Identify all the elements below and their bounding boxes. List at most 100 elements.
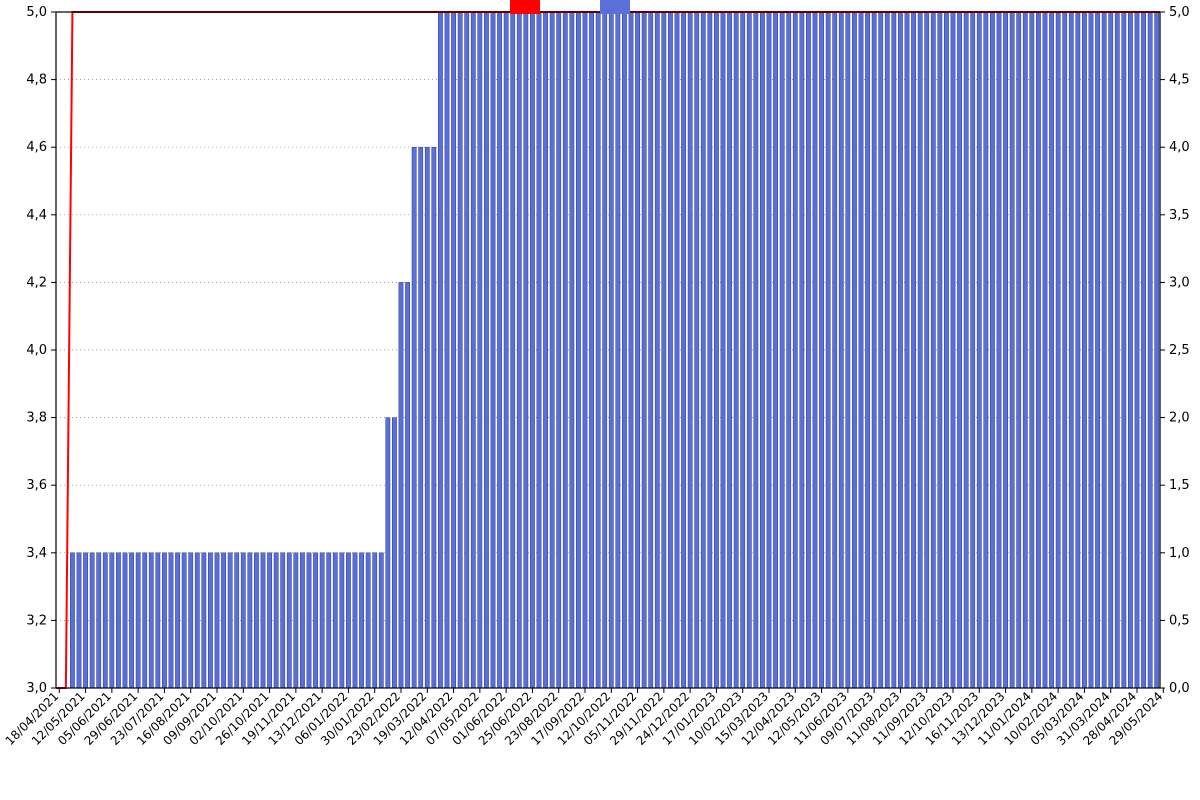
- bar: [622, 12, 626, 688]
- bar: [951, 12, 955, 688]
- bar: [70, 553, 74, 688]
- bar: [708, 12, 712, 688]
- bar: [478, 12, 482, 688]
- bar: [655, 12, 659, 688]
- bar: [504, 12, 508, 688]
- bar: [97, 553, 101, 688]
- bar: [471, 12, 475, 688]
- bar: [465, 12, 469, 688]
- bar: [793, 12, 797, 688]
- bar: [819, 12, 823, 688]
- bar: [846, 12, 850, 688]
- bar: [642, 12, 646, 688]
- bar: [734, 12, 738, 688]
- ytick-label-right: 0,5: [1169, 613, 1190, 628]
- bar: [405, 282, 409, 688]
- bar: [445, 12, 449, 688]
- bar: [1148, 12, 1152, 688]
- bar: [1128, 12, 1132, 688]
- ytick-label-left: 4,6: [26, 140, 47, 155]
- ytick-label-left: 5,0: [26, 5, 47, 20]
- bar: [484, 12, 488, 688]
- bar: [320, 553, 324, 688]
- bar: [925, 12, 929, 688]
- bar: [1003, 12, 1007, 688]
- bar: [267, 553, 271, 688]
- ytick-label-right: 4,5: [1169, 73, 1190, 88]
- bar: [1141, 12, 1145, 688]
- bar: [419, 147, 423, 688]
- bar: [208, 553, 212, 688]
- bar: [681, 12, 685, 688]
- bar: [215, 553, 219, 688]
- bar: [346, 553, 350, 688]
- bar: [971, 12, 975, 688]
- bar: [879, 12, 883, 688]
- bar: [635, 12, 639, 688]
- bar: [1122, 12, 1126, 688]
- ytick-label-left: 4,0: [26, 343, 47, 358]
- legend-swatch: [600, 0, 630, 14]
- bar: [90, 553, 94, 688]
- ytick-label-right: 0,0: [1169, 681, 1190, 696]
- bar: [780, 12, 784, 688]
- bar: [386, 418, 390, 688]
- bar: [1030, 12, 1034, 688]
- bar: [550, 12, 554, 688]
- bar: [235, 553, 239, 688]
- bar: [379, 553, 383, 688]
- bar: [944, 12, 948, 688]
- bar: [714, 12, 718, 688]
- bar: [392, 418, 396, 688]
- bar: [353, 553, 357, 688]
- dual-axis-bar-line-chart: 3,03,23,43,63,84,04,24,44,64,85,00,00,51…: [0, 0, 1200, 800]
- bar: [399, 282, 403, 688]
- bar: [149, 553, 153, 688]
- ytick-label-left: 3,0: [26, 681, 47, 696]
- bar: [957, 12, 961, 688]
- bar: [162, 553, 166, 688]
- bar: [169, 553, 173, 688]
- bar: [1102, 12, 1106, 688]
- bar: [274, 553, 278, 688]
- bar: [175, 553, 179, 688]
- bar: [589, 12, 593, 688]
- bar: [156, 553, 160, 688]
- bar: [688, 12, 692, 688]
- bar: [425, 147, 429, 688]
- bar: [458, 12, 462, 688]
- bar: [741, 12, 745, 688]
- ytick-label-right: 5,0: [1169, 5, 1190, 20]
- bar: [911, 12, 915, 688]
- bar: [649, 12, 653, 688]
- bar: [892, 12, 896, 688]
- bar: [747, 12, 751, 688]
- bar: [77, 553, 81, 688]
- bar: [1076, 12, 1080, 688]
- bar: [885, 12, 889, 688]
- bar: [583, 12, 587, 688]
- bar: [813, 12, 817, 688]
- bar: [721, 12, 725, 688]
- bar: [1115, 12, 1119, 688]
- bar: [281, 553, 285, 688]
- ytick-label-right: 3,0: [1169, 275, 1190, 290]
- bar: [984, 12, 988, 688]
- bar: [83, 553, 87, 688]
- bar: [189, 553, 193, 688]
- bar: [964, 12, 968, 688]
- ytick-label-left: 4,8: [26, 73, 47, 88]
- bar: [668, 12, 672, 688]
- bar: [773, 12, 777, 688]
- bar: [129, 553, 133, 688]
- bar: [287, 553, 291, 688]
- bar: [675, 12, 679, 688]
- bar: [1023, 12, 1027, 688]
- bar: [701, 12, 705, 688]
- ytick-label-left: 3,6: [26, 478, 47, 493]
- bar: [195, 553, 199, 688]
- bar: [977, 12, 981, 688]
- bar: [990, 12, 994, 688]
- bar: [1063, 12, 1067, 688]
- bar: [313, 553, 317, 688]
